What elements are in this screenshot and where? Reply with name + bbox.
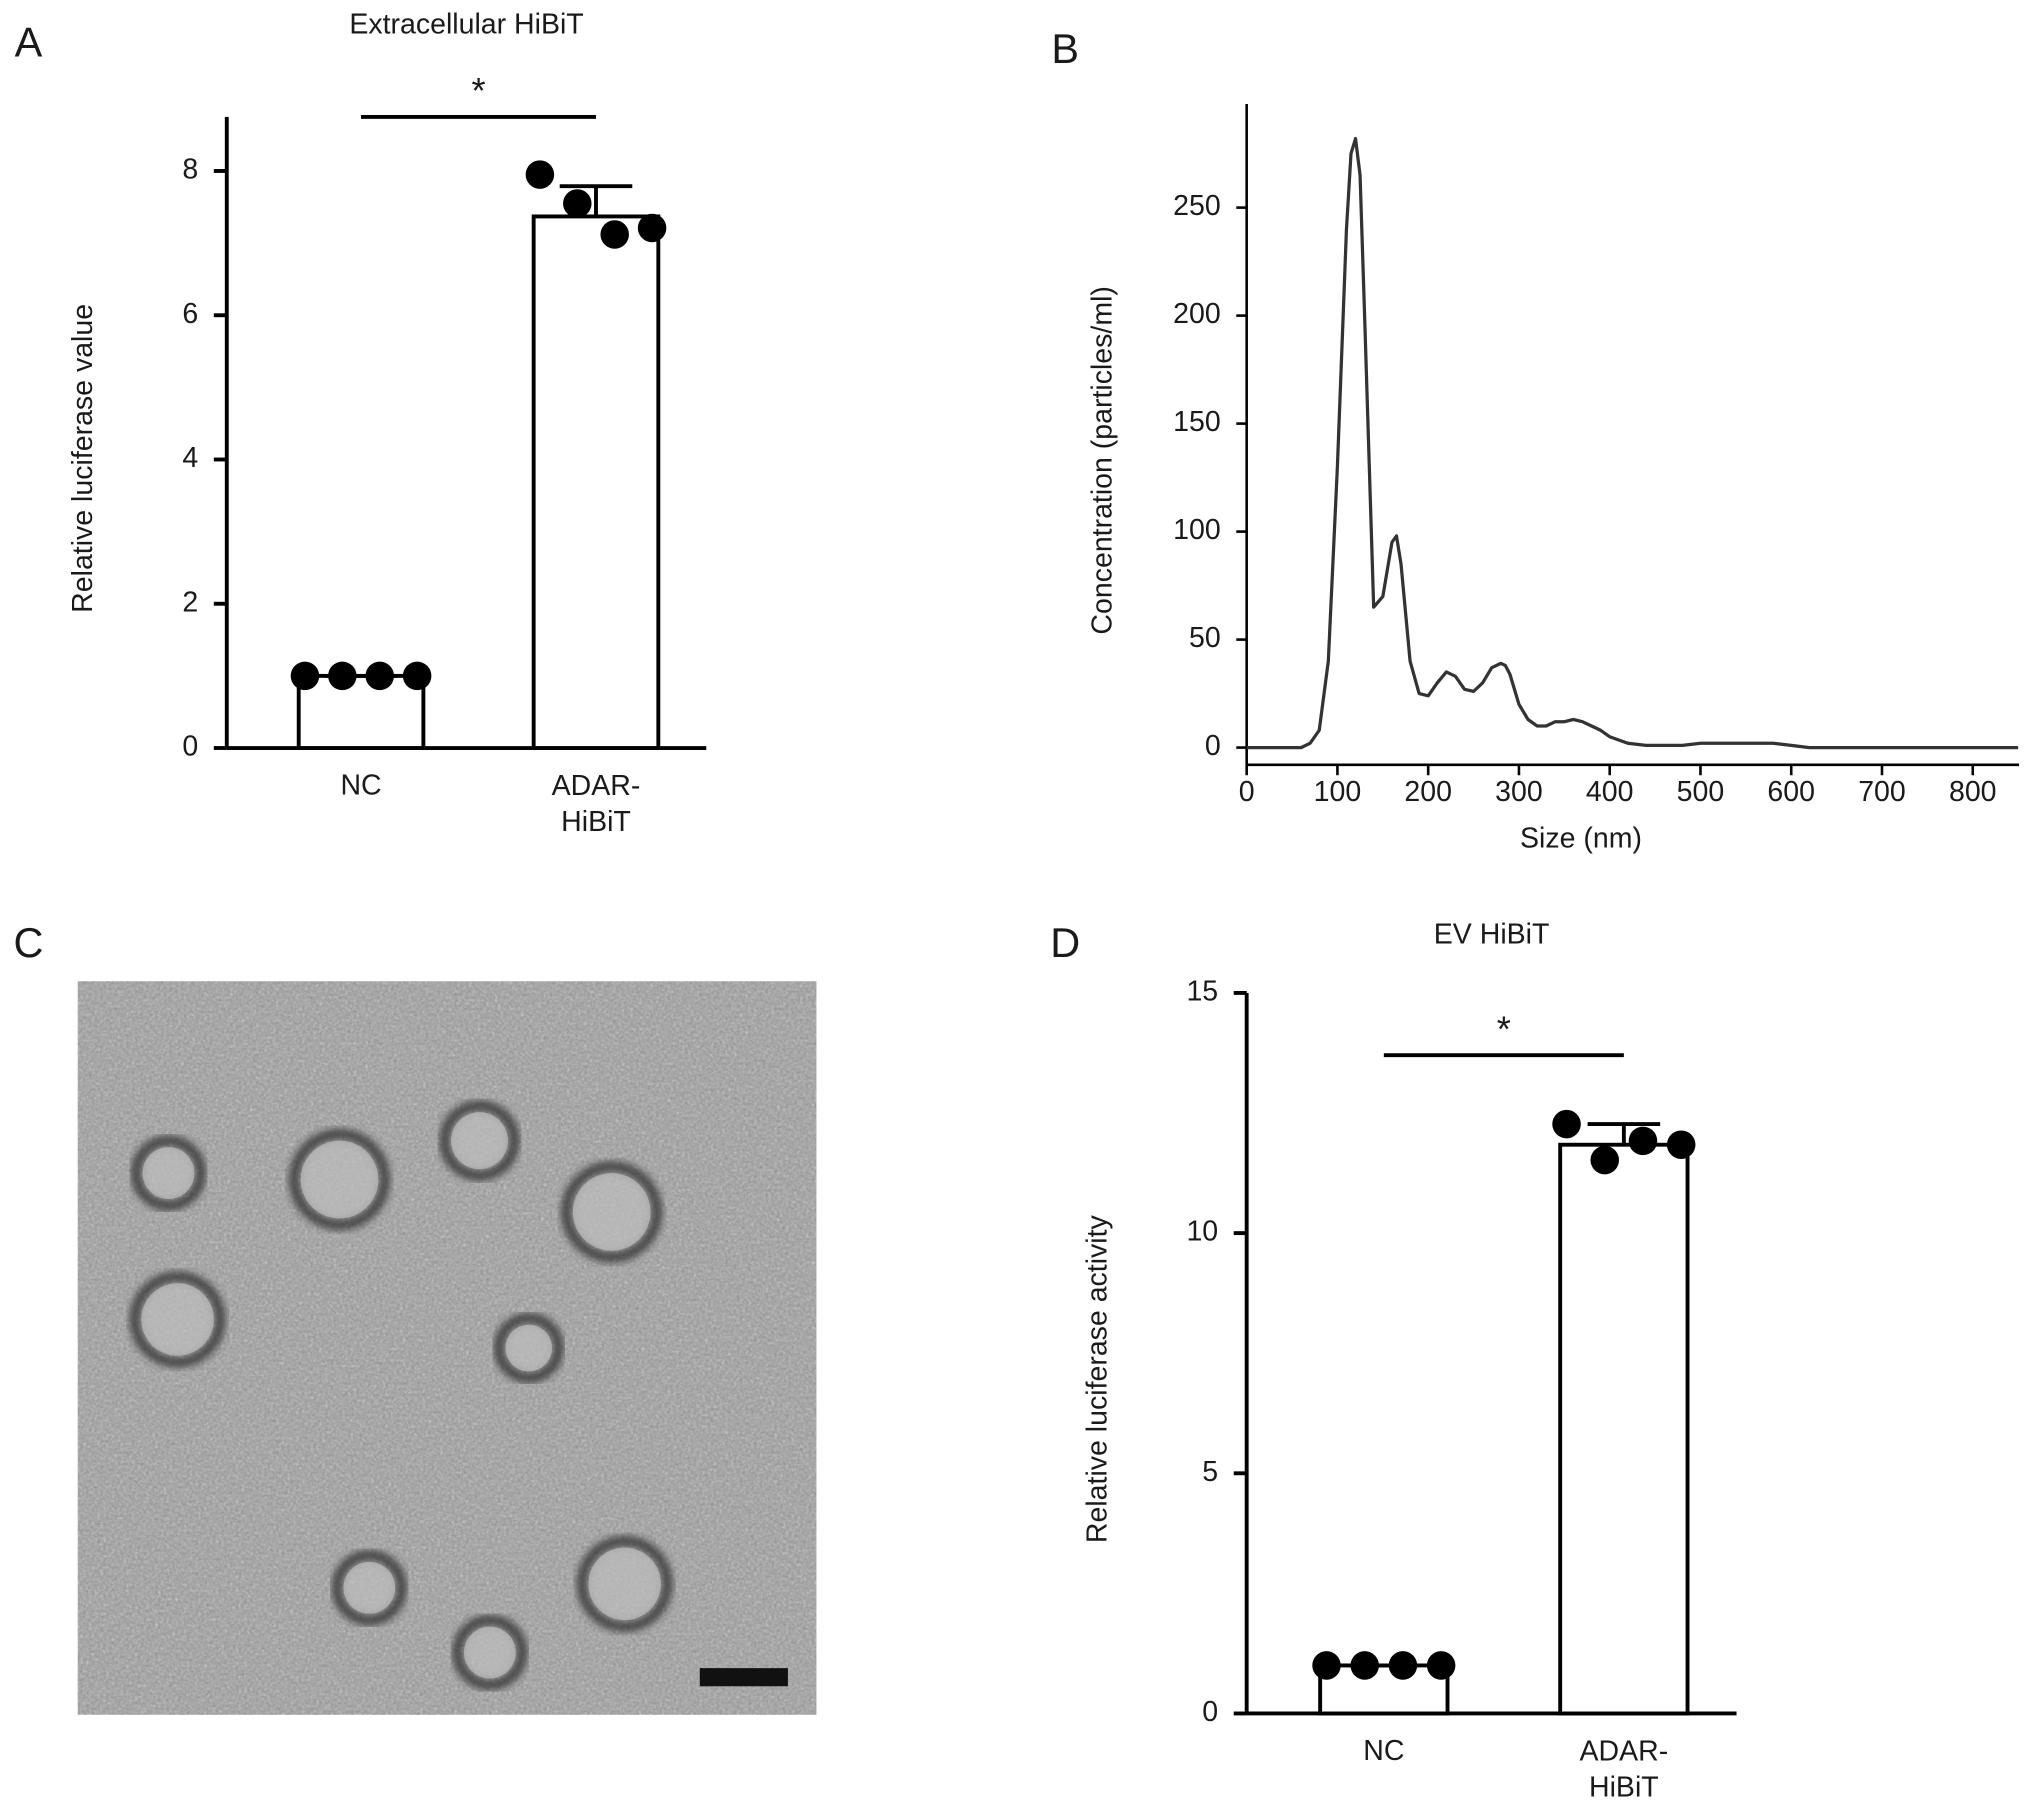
- x-tick-label: 0: [1239, 776, 1255, 808]
- data-point: [328, 661, 357, 691]
- bar: [1558, 1142, 1690, 1716]
- vesicle: [142, 1147, 195, 1199]
- data-point: [1350, 1651, 1379, 1680]
- panel-label: A: [15, 19, 43, 66]
- data-point: [1628, 1126, 1658, 1156]
- vesicle: [588, 1547, 661, 1621]
- vesicle: [572, 1173, 651, 1251]
- y-tick-label: 8: [182, 154, 198, 186]
- tem-noise: [77, 981, 817, 1715]
- y-tick-label: 50: [1189, 622, 1221, 654]
- vesicle-rim: [439, 1100, 520, 1181]
- y-tick-label: 0: [1202, 1696, 1218, 1728]
- panel-label: C: [14, 919, 44, 966]
- data-point: [563, 189, 592, 218]
- vesicle: [141, 1283, 214, 1356]
- data-point: [365, 661, 394, 691]
- x-tick-label: 700: [1858, 776, 1906, 808]
- y-tick-label: 0: [1205, 730, 1221, 762]
- vesicle: [343, 1561, 396, 1614]
- panel-label: B: [1051, 25, 1079, 72]
- bar: [296, 673, 426, 750]
- tem-image: [77, 981, 817, 1715]
- x-tick-label: NC: [1363, 1735, 1404, 1767]
- x-axis-label: Size (nm): [1520, 823, 1642, 855]
- y-axis-label: Relative luciferase activity: [1081, 1214, 1113, 1543]
- data-point: [1666, 1130, 1696, 1159]
- data-point: [1426, 1651, 1456, 1680]
- y-axis-label: Relative luciferase value: [67, 304, 99, 613]
- x-tick-label: NC: [340, 769, 381, 801]
- x-tick-label: 100: [1314, 776, 1362, 808]
- scale-bar: [699, 1668, 788, 1687]
- x-tick-label: 300: [1495, 776, 1543, 808]
- y-tick-label: 4: [182, 442, 198, 474]
- vesicle: [505, 1324, 553, 1372]
- vesicle-rim: [288, 1129, 391, 1231]
- bar: [531, 214, 661, 750]
- data-point: [1388, 1651, 1418, 1680]
- x-tick-label: 600: [1767, 776, 1815, 808]
- y-tick-label: 0: [182, 731, 198, 763]
- y-axis-label: Concentration (particles/ml): [1087, 286, 1119, 634]
- vesicle-rim: [561, 1161, 663, 1263]
- data-point: [402, 661, 432, 691]
- x-tick-label: ADAR-HiBiT: [552, 769, 641, 837]
- y-tick-label: 200: [1173, 298, 1221, 330]
- vesicle-rim: [129, 1271, 226, 1368]
- data-point: [600, 220, 629, 249]
- y-tick-label: 10: [1186, 1216, 1218, 1248]
- vesicle-rim: [576, 1535, 673, 1632]
- vesicle: [300, 1140, 379, 1219]
- y-tick-label: 100: [1173, 514, 1221, 546]
- significance-label: *: [1497, 1008, 1511, 1049]
- vesicle: [463, 1626, 516, 1679]
- chart-title: EV HiBiT: [1434, 918, 1550, 950]
- data-point: [637, 213, 667, 243]
- vesicle-rim: [452, 1614, 528, 1691]
- vesicle-rim: [331, 1550, 407, 1626]
- bar: [1318, 1663, 1450, 1716]
- x-tick-label: 400: [1586, 776, 1634, 808]
- vesicle-rim: [130, 1135, 207, 1211]
- y-tick-label: 150: [1173, 406, 1221, 438]
- data-point: [290, 661, 320, 691]
- data-point: [525, 160, 555, 189]
- vesicle: [450, 1112, 508, 1170]
- data-point: [1552, 1109, 1581, 1139]
- y-tick-label: 250: [1173, 190, 1221, 222]
- data-point: [1590, 1145, 1620, 1175]
- x-tick-label: 500: [1677, 776, 1725, 808]
- panel-label: D: [1050, 919, 1080, 966]
- x-tick-label: 200: [1404, 776, 1452, 808]
- size-distribution-line: [1246, 136, 2019, 750]
- data-point: [1312, 1651, 1341, 1680]
- chart-title: Extracellular HiBiT: [349, 9, 583, 41]
- y-tick-label: 5: [1202, 1456, 1218, 1488]
- vesicle-rim: [493, 1313, 564, 1384]
- x-tick-label: ADAR-HiBiT: [1580, 1735, 1669, 1803]
- y-tick-label: 6: [182, 298, 198, 330]
- y-tick-label: 2: [182, 586, 198, 618]
- significance-label: *: [471, 70, 485, 111]
- y-tick-label: 15: [1186, 975, 1218, 1007]
- x-tick-label: 800: [1949, 776, 1997, 808]
